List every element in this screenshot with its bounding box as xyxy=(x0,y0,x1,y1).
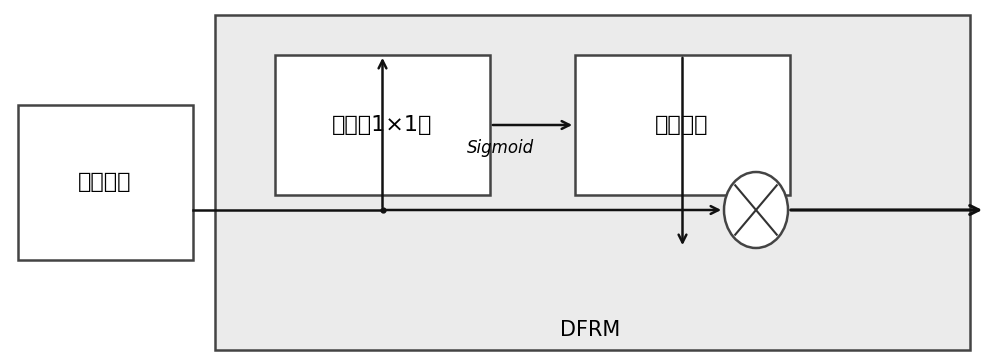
Text: 卷积（1×1）: 卷积（1×1） xyxy=(332,115,432,135)
Ellipse shape xyxy=(724,172,788,248)
Bar xyxy=(275,55,490,195)
Text: Sigmoid: Sigmoid xyxy=(466,139,534,157)
Bar xyxy=(215,15,970,350)
Bar xyxy=(18,105,193,260)
Bar xyxy=(575,55,790,195)
Text: 特征映射: 特征映射 xyxy=(78,172,132,192)
Text: 权重系数: 权重系数 xyxy=(655,115,709,135)
Text: DFRM: DFRM xyxy=(560,320,620,340)
